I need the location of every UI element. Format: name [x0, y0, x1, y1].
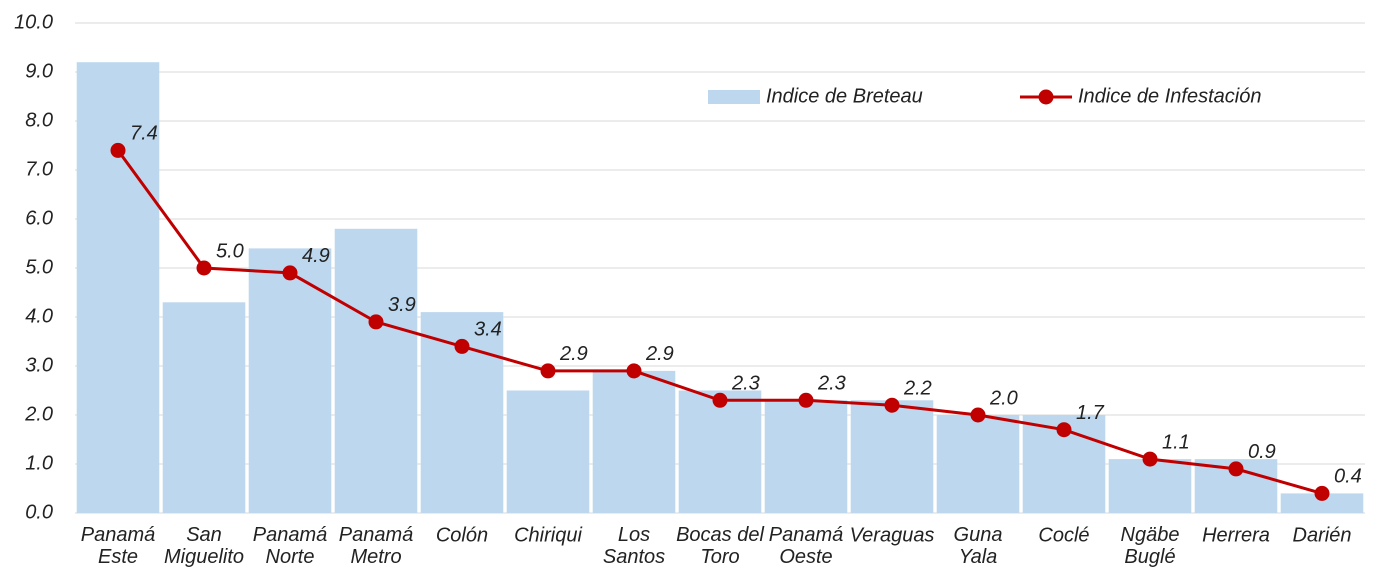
- x-tick-label: Panamá Metro: [339, 524, 414, 568]
- y-tick-label: 1.0: [25, 452, 53, 474]
- bar: [678, 390, 762, 513]
- y-tick-label: 8.0: [25, 109, 53, 131]
- x-tick-label: Veraguas: [850, 524, 935, 546]
- bar: [936, 415, 1020, 513]
- data-label: 4.9: [302, 245, 330, 267]
- data-label: 3.9: [388, 294, 416, 316]
- data-label: 2.9: [559, 343, 588, 365]
- data-label: 0.9: [1248, 441, 1276, 463]
- data-label: 1.7: [1076, 402, 1105, 424]
- legend-label: Indice de Breteau: [766, 85, 923, 107]
- x-tick-label: Chiriqui: [514, 524, 582, 546]
- data-label: 0.4: [1334, 466, 1362, 488]
- data-label: 2.3: [731, 373, 760, 395]
- data-label: 5.0: [216, 240, 244, 262]
- data-label: 2.0: [989, 387, 1018, 409]
- marker: [1314, 485, 1330, 501]
- marker: [454, 338, 470, 354]
- data-label: 7.4: [130, 123, 158, 145]
- x-tick-label: Darién: [1293, 524, 1352, 546]
- x-tick-label: Colón: [436, 524, 488, 546]
- marker: [368, 314, 384, 330]
- x-tick-label: Herrera: [1202, 524, 1270, 546]
- bar: [248, 248, 332, 513]
- y-tick-label: 0.0: [25, 501, 53, 523]
- marker: [884, 397, 900, 413]
- x-tick-label: Panamá Oeste: [769, 524, 844, 568]
- y-tick-label: 3.0: [25, 354, 53, 376]
- bar: [1108, 459, 1192, 513]
- y-tick-label: 4.0: [25, 305, 53, 327]
- bar: [592, 370, 676, 513]
- marker: [626, 363, 642, 379]
- marker: [196, 260, 212, 276]
- y-tick-label: 10.0: [14, 11, 53, 33]
- marker: [970, 407, 986, 423]
- bar: [506, 390, 590, 513]
- y-tick-label: 6.0: [25, 207, 53, 229]
- x-tick-label: Coclé: [1038, 524, 1089, 546]
- data-label: 2.2: [903, 377, 932, 399]
- y-tick-label: 7.0: [25, 158, 53, 180]
- marker: [1228, 461, 1244, 477]
- marker: [798, 392, 814, 408]
- marker: [1142, 451, 1158, 467]
- marker: [110, 142, 126, 158]
- marker: [282, 265, 298, 281]
- y-tick-label: 2.0: [24, 403, 53, 425]
- x-tick-label: Panamá Norte: [253, 524, 328, 568]
- x-tick-label: Guna Yala: [954, 524, 1003, 568]
- data-label: 3.4: [474, 319, 502, 341]
- data-label: 1.1: [1162, 431, 1190, 453]
- bar: [76, 62, 160, 513]
- x-tick-label: Bocas del Toro: [676, 524, 764, 568]
- marker: [540, 363, 556, 379]
- x-tick-label: Ngäbe Buglé: [1121, 524, 1180, 568]
- bar: [162, 302, 246, 513]
- y-tick-label: 9.0: [25, 60, 53, 82]
- legend-marker: [1038, 89, 1054, 105]
- bar: [764, 400, 848, 513]
- y-tick-label: 5.0: [25, 256, 53, 278]
- legend-label: Indice de Infestación: [1078, 85, 1261, 107]
- marker: [1056, 422, 1072, 438]
- marker: [712, 392, 728, 408]
- bar: [850, 400, 934, 513]
- data-label: 2.3: [817, 373, 846, 395]
- x-tick-label: Panamá Este: [81, 524, 156, 568]
- legend-swatch: [708, 90, 760, 104]
- data-label: 2.9: [645, 343, 674, 365]
- bar: [1280, 493, 1364, 513]
- x-tick-label: San Miguelito: [164, 524, 244, 568]
- bar: [334, 228, 418, 514]
- x-tick-label: Los Santos: [603, 524, 665, 568]
